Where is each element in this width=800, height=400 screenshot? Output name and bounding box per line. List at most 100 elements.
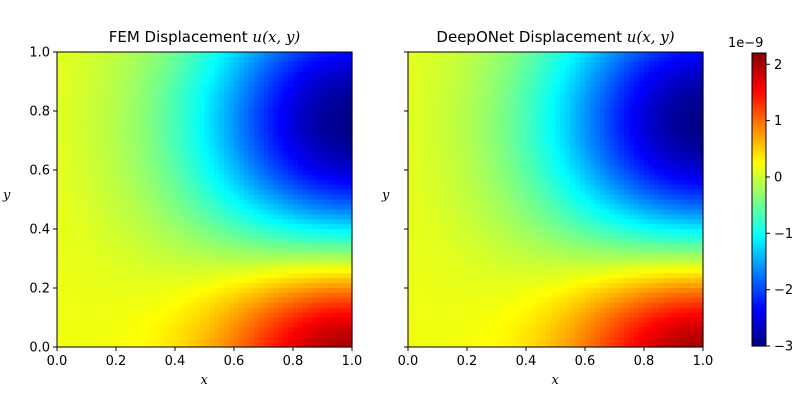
heatmap-cell — [96, 91, 102, 97]
heatmap-cell — [61, 86, 68, 92]
heatmap-cell — [66, 96, 73, 102]
heatmap-cell — [135, 273, 142, 279]
heatmap-cell — [229, 214, 235, 220]
heatmap-cell — [253, 106, 260, 112]
heatmap-cell — [229, 263, 235, 269]
heatmap-cell — [263, 238, 270, 245]
heatmap-cell — [327, 145, 333, 151]
heatmap-cell — [293, 189, 299, 196]
heatmap-cell — [101, 120, 107, 127]
heatmap-cell — [150, 248, 156, 255]
heatmap-cell — [86, 278, 93, 284]
heatmap-cell — [432, 317, 439, 324]
heatmap-cell — [199, 189, 206, 196]
heatmap-cell — [96, 263, 102, 269]
heatmap-cell — [332, 229, 338, 235]
heatmap-cell — [165, 160, 171, 166]
heatmap-cell — [447, 135, 453, 142]
heatmap-cell — [194, 194, 201, 201]
heatmap-cell — [481, 111, 488, 117]
heatmap-cell — [491, 204, 498, 210]
heatmap-cell — [175, 199, 181, 206]
heatmap-cell — [263, 130, 270, 137]
heatmap-cell — [145, 150, 152, 156]
heatmap-cell — [130, 297, 137, 304]
heatmap-cell — [204, 81, 211, 88]
heatmap-cell — [214, 253, 220, 260]
heatmap-cell — [501, 209, 507, 215]
heatmap-cell — [57, 248, 63, 255]
heatmap-cell — [130, 332, 137, 338]
heatmap-cell — [243, 204, 250, 210]
heatmap-cell — [199, 209, 206, 215]
heatmap-cell — [204, 115, 211, 122]
heatmap-cell — [243, 71, 250, 78]
heatmap-cell — [442, 283, 448, 289]
heatmap-cell — [297, 332, 304, 338]
heatmap-cell — [432, 209, 439, 215]
heatmap-cell — [422, 66, 429, 73]
heatmap-cell — [101, 297, 107, 304]
heatmap-cell — [293, 135, 299, 142]
heatmap-cell — [175, 52, 181, 58]
heatmap-cell — [283, 56, 289, 63]
heatmap-cell — [248, 66, 255, 73]
heatmap-cell — [140, 120, 147, 127]
heatmap-cell — [116, 214, 122, 220]
heatmap-cell — [312, 165, 319, 171]
heatmap-cell — [71, 101, 78, 107]
heatmap-cell — [86, 248, 93, 255]
heatmap-cell — [486, 71, 493, 78]
heatmap-cell — [135, 125, 142, 132]
heatmap-cell — [408, 322, 414, 328]
heatmap-cell — [317, 170, 324, 176]
heatmap-cell — [412, 66, 419, 73]
heatmap-cell — [317, 115, 324, 122]
heatmap-cell — [417, 130, 424, 137]
heatmap-cell — [347, 135, 353, 142]
heatmap-cell — [170, 179, 176, 186]
heatmap-cell — [130, 189, 137, 196]
heatmap-cell — [214, 278, 220, 284]
heatmap-cell — [194, 342, 201, 348]
heatmap-cell — [427, 184, 434, 191]
heatmap-cell — [66, 194, 73, 201]
heatmap-cell — [457, 120, 463, 127]
heatmap-cell — [125, 302, 132, 309]
heatmap-cell — [145, 337, 152, 343]
heatmap-cell — [150, 91, 156, 97]
heatmap-cell — [234, 56, 240, 63]
heatmap-cell — [140, 91, 147, 97]
heatmap-cell — [194, 174, 201, 181]
heatmap-cell — [312, 170, 319, 176]
heatmap-cell — [452, 71, 458, 78]
heatmap-cell — [511, 165, 517, 171]
heatmap-cell — [506, 224, 512, 230]
heatmap-cell — [229, 106, 235, 112]
heatmap-cell — [486, 145, 493, 151]
heatmap-cell — [263, 52, 270, 58]
heatmap-cell — [511, 288, 517, 294]
heatmap-cell — [432, 150, 439, 156]
heatmap-cell — [437, 204, 444, 210]
heatmap-cell — [427, 130, 434, 137]
heatmap-cell — [408, 130, 414, 137]
heatmap-cell — [130, 224, 137, 230]
heatmap-cell — [175, 76, 181, 83]
heatmap-cell — [101, 248, 107, 255]
heatmap-cell — [61, 120, 68, 127]
heatmap-cell — [422, 115, 429, 122]
heatmap-cell — [293, 165, 299, 171]
heatmap-cell — [467, 170, 473, 176]
heatmap-cell — [263, 111, 270, 117]
heatmap-cell — [516, 199, 522, 206]
heatmap-cell — [184, 283, 191, 289]
heatmap-cell — [288, 297, 294, 304]
heatmap-cell — [452, 204, 458, 210]
heatmap-cell — [501, 327, 507, 333]
heatmap-cell — [71, 258, 78, 265]
heatmap-cell — [194, 219, 201, 225]
heatmap-cell — [199, 61, 206, 68]
heatmap-cell — [120, 263, 127, 269]
heatmap-cell — [491, 125, 498, 132]
